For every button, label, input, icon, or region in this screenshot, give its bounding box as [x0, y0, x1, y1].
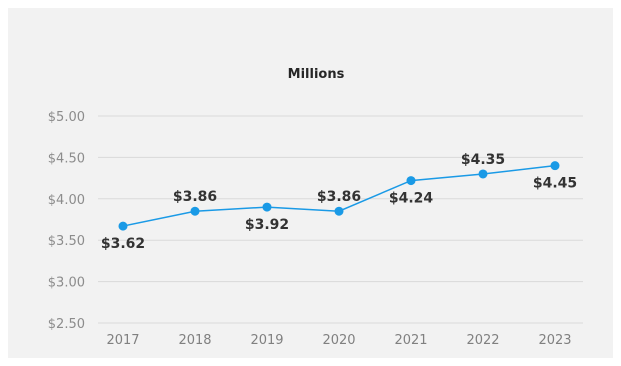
data-label: $4.24 — [389, 191, 434, 207]
data-label: $3.92 — [245, 217, 289, 233]
x-tick-label: 2023 — [538, 333, 571, 348]
data-point — [406, 176, 416, 186]
data-point — [478, 169, 488, 179]
y-tick-label: $5.00 — [48, 110, 85, 125]
y-tick-label: $4.00 — [48, 193, 85, 208]
data-point — [118, 221, 128, 231]
data-label: $4.35 — [461, 152, 505, 168]
data-label: $4.45 — [533, 176, 577, 192]
data-point — [334, 206, 344, 216]
x-tick-label: 2020 — [322, 333, 355, 348]
data-point — [262, 202, 272, 212]
x-tick-label: 2022 — [466, 333, 499, 348]
data-label: $3.62 — [101, 236, 145, 252]
data-point — [550, 161, 560, 171]
chart-container: Millions $5.00 $4.50 $4.00 $3.50 $3.00 $2.50 … — [8, 8, 613, 358]
chart-title: Millions — [288, 67, 345, 82]
series-line-group — [118, 161, 560, 231]
x-tick-label: 2017 — [106, 333, 139, 348]
line-chart: Millions $5.00$4.50$4.00$3.50$3.00$2.50 … — [48, 67, 583, 348]
y-tick-label: $3.00 — [48, 276, 85, 291]
x-tick-label: 2019 — [250, 333, 283, 348]
data-label: $3.86 — [317, 189, 361, 205]
y-tick-label: $2.50 — [48, 317, 85, 332]
y-tick-label: $3.50 — [48, 234, 85, 249]
y-axis: $5.00 $4.50 $4.00 $3.50 $3.00 $2.50 — [48, 110, 85, 332]
x-axis: 2017 2018 2019 2020 2021 2022 2023 — [106, 333, 571, 348]
x-tick-label: 2018 — [178, 333, 211, 348]
y-tick-label: $4.50 — [48, 151, 85, 166]
data-point — [190, 206, 200, 216]
x-tick-label: 2021 — [394, 333, 427, 348]
data-label: $3.86 — [173, 189, 217, 205]
data-labels: $3.62 $3.86 $3.92 $3.86 $4.24 $4.35 $4.45 — [101, 152, 577, 252]
grid-lines — [98, 115, 583, 324]
